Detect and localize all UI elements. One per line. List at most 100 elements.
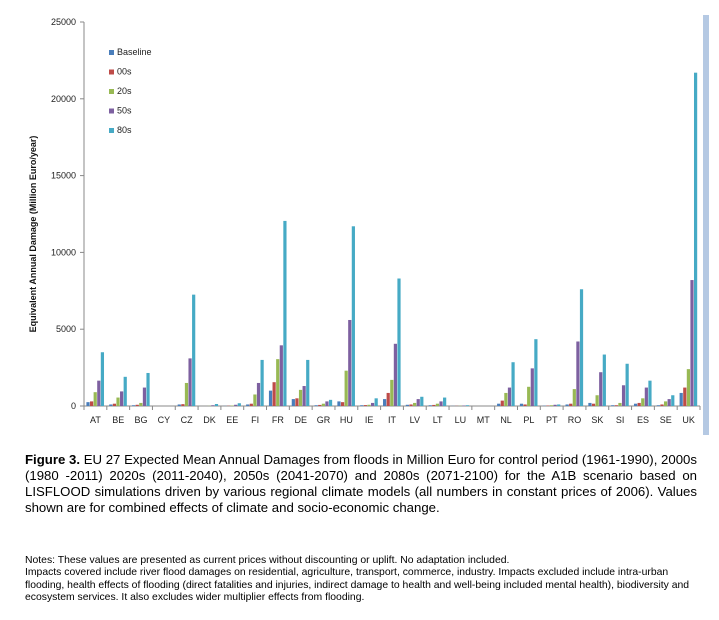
bar <box>633 403 638 406</box>
bar <box>306 359 310 406</box>
bar <box>625 363 629 406</box>
bar <box>112 403 117 406</box>
bar <box>246 404 250 406</box>
bar <box>420 396 424 406</box>
bar <box>256 382 261 406</box>
bar <box>656 405 660 406</box>
bar <box>340 402 345 406</box>
bar-chart: 0 5000 10000 15000 20000 25000 AT BE BG CY CZ DK EE… <box>28 15 709 435</box>
bar <box>591 403 596 406</box>
x-tick-label: CZ <box>181 415 193 425</box>
x-tick-label: NL <box>500 415 512 425</box>
figure-caption: Figure 3. EU 27 Expected Mean Annual Dam… <box>25 452 697 516</box>
notes: Notes: These values are presented as cur… <box>25 555 705 605</box>
bar <box>123 376 127 406</box>
bar <box>386 392 390 406</box>
x-tick-label: BE <box>112 415 124 425</box>
bar <box>86 402 90 406</box>
bar <box>116 397 120 406</box>
bar <box>90 401 94 406</box>
bar <box>667 399 671 406</box>
bar <box>337 401 341 406</box>
bar <box>268 390 273 406</box>
bar <box>142 387 147 406</box>
bar <box>276 359 280 406</box>
x-tick-label: IE <box>365 415 374 425</box>
bar <box>648 380 652 406</box>
x-tick-label: SE <box>660 415 672 425</box>
bar <box>93 392 97 406</box>
bar <box>534 339 538 406</box>
x-tick-label: EE <box>226 415 238 425</box>
bar <box>671 395 675 406</box>
bar <box>679 392 683 406</box>
bar <box>618 402 622 406</box>
bar <box>383 399 387 406</box>
legend-label: 80s <box>117 125 132 135</box>
bar <box>344 370 348 406</box>
notes-line-1: Notes: These values are presented as cur… <box>25 555 510 566</box>
bar <box>348 319 352 406</box>
bar <box>321 403 325 406</box>
x-tick-label: DK <box>203 415 216 425</box>
chart-area: 0 5000 10000 15000 20000 25000 AT BE BG CY CZ DK EE… <box>28 15 709 435</box>
bar <box>443 397 447 406</box>
figure-label: Figure 3. <box>25 452 80 467</box>
bar <box>500 400 504 406</box>
x-tick-label: CY <box>158 415 171 425</box>
bar <box>260 359 264 406</box>
bar <box>302 386 306 406</box>
bar <box>527 386 531 406</box>
bar <box>139 402 143 406</box>
bar <box>298 389 303 406</box>
bar <box>192 294 196 406</box>
bar <box>188 358 192 406</box>
bar <box>690 280 694 406</box>
bar <box>663 401 668 406</box>
bar <box>237 403 241 406</box>
x-tick-label: GR <box>317 415 331 425</box>
bar <box>97 380 101 406</box>
bar <box>253 394 257 406</box>
bar <box>549 405 554 406</box>
bars <box>86 72 698 407</box>
x-tick-label: LU <box>455 415 467 425</box>
bar <box>370 402 375 406</box>
bar <box>393 343 397 406</box>
bar <box>530 368 534 406</box>
bar <box>553 404 557 406</box>
bar <box>249 403 253 406</box>
bar <box>428 405 432 406</box>
bar <box>416 399 420 406</box>
x-tick-label: SK <box>591 415 603 425</box>
y-tick-label: 10000 <box>51 247 76 257</box>
y-tick-label: 0 <box>71 401 76 411</box>
x-tick-label: FR <box>272 415 284 425</box>
x-tick-label: RO <box>568 415 582 425</box>
y-tick-label: 5000 <box>56 324 76 334</box>
x-tick-label: UK <box>682 415 695 425</box>
bar <box>576 341 580 406</box>
bar <box>465 405 470 406</box>
bar <box>211 405 215 406</box>
bar <box>432 404 436 406</box>
bar <box>214 404 219 406</box>
x-axis: AT BE BG CY CZ DK EE FI FR DE GR HU IE IT LV LT LU MT NL PL… <box>83 405 701 425</box>
y-tick-label: 20000 <box>51 94 76 104</box>
bar <box>109 404 113 406</box>
x-tick-label: MT <box>477 415 490 425</box>
bar <box>135 404 139 406</box>
bar <box>497 403 501 406</box>
bar <box>641 398 645 406</box>
bar <box>120 391 124 406</box>
bar <box>579 289 584 406</box>
notes-line-2: Impacts covered include river flood dama… <box>25 567 690 604</box>
bar <box>621 385 626 406</box>
legend-swatch <box>109 50 114 55</box>
legend-label: Baseline <box>117 47 152 57</box>
bar <box>100 352 105 406</box>
bar <box>177 404 181 406</box>
bar <box>272 382 276 406</box>
x-tick-label: BG <box>135 415 148 425</box>
x-tick-label: DE <box>294 415 307 425</box>
